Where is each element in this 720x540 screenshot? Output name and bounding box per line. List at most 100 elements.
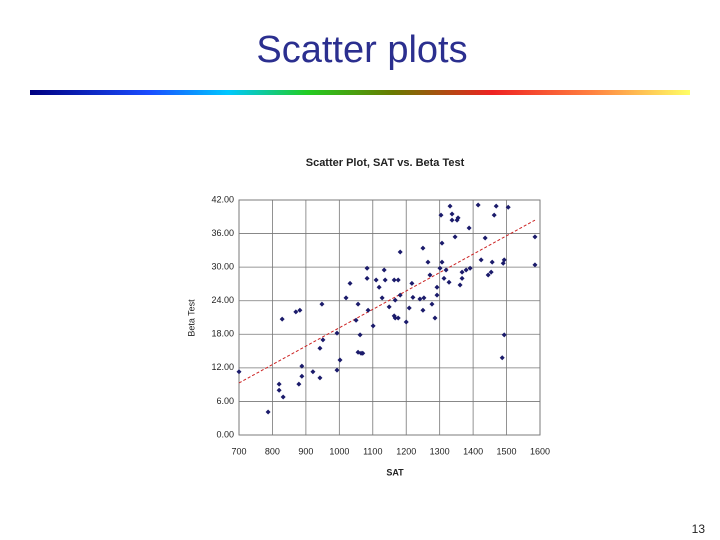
divider <box>30 90 690 95</box>
point <box>406 305 412 311</box>
point <box>493 203 499 209</box>
trendline <box>238 219 536 384</box>
point <box>432 315 438 321</box>
point <box>334 367 340 373</box>
chart-title: Scatter Plot, SAT vs. Beta Test <box>306 157 465 169</box>
point <box>391 277 397 283</box>
x-tick-label: 1500 <box>497 446 517 456</box>
point <box>370 323 376 329</box>
x-tick-label: 800 <box>265 446 280 456</box>
point <box>310 369 316 375</box>
point <box>364 265 370 271</box>
point <box>410 294 416 300</box>
point <box>395 277 401 283</box>
point <box>382 277 388 283</box>
y-tick-label: 0.00 <box>216 429 234 439</box>
point <box>236 369 242 375</box>
point <box>320 337 326 343</box>
point <box>500 260 506 266</box>
point <box>420 307 426 313</box>
point <box>499 355 505 361</box>
point <box>392 315 398 321</box>
y-tick-label: 12.00 <box>211 362 234 372</box>
point <box>319 301 325 307</box>
point <box>265 409 271 415</box>
point <box>417 296 423 302</box>
y-tick-label: 30.00 <box>211 262 234 272</box>
point <box>360 350 366 356</box>
point <box>441 275 447 281</box>
x-tick-label: 1200 <box>396 446 416 456</box>
point <box>343 295 349 301</box>
y-tick-label: 36.00 <box>211 228 234 238</box>
point <box>365 307 371 313</box>
point <box>457 282 463 288</box>
point <box>357 332 363 338</box>
y-tick-label: 24.00 <box>211 295 234 305</box>
point <box>467 265 473 271</box>
x-tick-label: 700 <box>231 446 246 456</box>
point <box>420 245 426 251</box>
x-tick-label: 1300 <box>430 446 450 456</box>
point <box>317 345 323 351</box>
x-tick-label: 1600 <box>530 446 550 456</box>
point <box>403 319 409 325</box>
point <box>381 267 387 273</box>
point <box>485 272 491 278</box>
point <box>449 211 455 217</box>
point <box>478 257 484 263</box>
point <box>438 212 444 218</box>
point <box>299 363 305 369</box>
point <box>337 357 343 363</box>
point <box>299 373 305 379</box>
point <box>466 225 472 231</box>
point <box>463 267 469 273</box>
y-axis-title: Beta Test <box>186 299 196 337</box>
point <box>355 301 361 307</box>
point <box>397 249 403 255</box>
point <box>276 387 282 393</box>
point <box>379 295 385 301</box>
point <box>353 317 359 323</box>
page-number: 13 <box>692 522 706 536</box>
point <box>532 234 538 240</box>
point <box>475 202 481 208</box>
point <box>452 234 458 240</box>
point <box>293 309 299 315</box>
x-tick-label: 1400 <box>463 446 483 456</box>
x-tick-label: 1100 <box>363 446 382 456</box>
point <box>276 381 282 387</box>
point <box>439 259 445 265</box>
y-tick-label: 42.00 <box>211 194 234 204</box>
point <box>280 394 286 400</box>
point <box>501 332 507 338</box>
point <box>386 304 392 310</box>
point <box>482 235 488 241</box>
point <box>449 217 455 223</box>
point <box>491 212 497 218</box>
point <box>425 259 431 265</box>
point <box>446 279 452 285</box>
point <box>296 381 302 387</box>
point <box>455 215 461 221</box>
x-tick-label: 1000 <box>329 446 349 456</box>
point <box>347 280 353 286</box>
point <box>373 277 379 283</box>
point <box>434 292 440 298</box>
point <box>421 295 427 301</box>
point <box>459 275 465 281</box>
point <box>376 284 382 290</box>
point <box>437 265 443 271</box>
point <box>459 269 465 275</box>
point <box>429 301 435 307</box>
point <box>397 292 403 298</box>
point <box>392 297 398 303</box>
point <box>505 204 511 210</box>
point <box>317 375 323 381</box>
plot-area <box>238 199 541 436</box>
point <box>434 284 440 290</box>
point <box>489 259 495 265</box>
y-tick-label: 6.00 <box>216 396 234 406</box>
point <box>409 280 415 286</box>
